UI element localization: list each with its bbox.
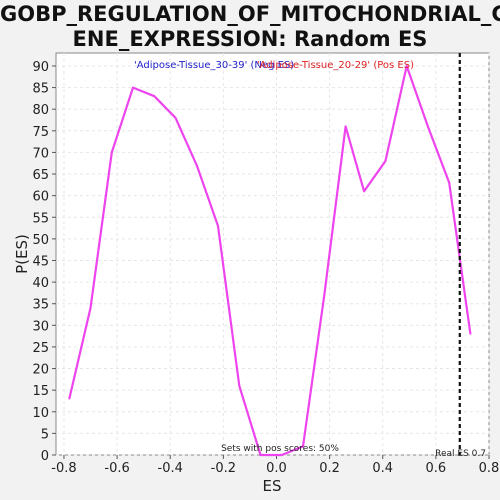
- series-layer: [68, 64, 472, 457]
- data-point: [448, 181, 450, 184]
- data-point: [259, 454, 262, 456]
- data-point: [238, 385, 241, 387]
- data-point: [469, 333, 472, 335]
- real-es-layer: 'Adipose-Tissue_30-39' (Neg ES)'Adipose-…: [134, 53, 461, 455]
- x-tick-label: 0.8: [479, 461, 500, 476]
- data-point: [110, 151, 113, 154]
- y-axis-label: P(ES): [13, 234, 31, 274]
- y-tick-label: 15: [32, 384, 49, 399]
- y-axis-ticks: 0 5 10 15 20 25 30 35 40 45 50 55 60 65 70 75 80 85 90: [32, 60, 56, 464]
- data-point: [427, 125, 429, 128]
- x-tick-label: -0.2: [211, 461, 236, 476]
- data-point: [302, 445, 304, 448]
- y-tick-label: 25: [32, 341, 49, 356]
- y-tick-label: 10: [32, 406, 49, 421]
- chart-title-line-1: GOBP_REGULATION_OF_MITOCHONDRIAL_G: [0, 2, 500, 26]
- y-tick-label: 40: [32, 276, 49, 291]
- legend-pos-es: 'Adipose-Tissue_20-29' (Pos ES): [257, 60, 414, 71]
- data-point: [405, 65, 408, 67]
- data-point: [384, 160, 387, 162]
- y-tick-label: 0: [41, 449, 49, 464]
- data-point: [68, 398, 71, 400]
- data-point: [323, 294, 326, 296]
- y-tick-label: 80: [32, 103, 49, 118]
- data-point: [344, 125, 347, 128]
- legend-neg-es: 'Adipose-Tissue_30-39' (Neg ES): [134, 60, 294, 71]
- data-point: [153, 95, 156, 98]
- x-axis-label: ES: [263, 477, 282, 495]
- data-point: [174, 117, 177, 119]
- y-tick-label: 65: [32, 168, 49, 183]
- y-tick-label: 20: [32, 363, 49, 378]
- x-tick-label: -0.4: [158, 461, 183, 476]
- y-tick-label: 85: [32, 82, 49, 97]
- y-tick-label: 70: [32, 146, 49, 161]
- data-point: [280, 454, 283, 456]
- y-tick-label: 50: [32, 233, 49, 248]
- x-tick-label: 0.0: [266, 461, 287, 476]
- x-tick-label: 0.2: [319, 461, 340, 476]
- y-tick-label: 5: [41, 427, 49, 442]
- sets-note: Sets with pos scores: 50%: [221, 444, 339, 454]
- chart-title: GOBP_REGULATION_OF_MITOCHONDRIAL_G ENE_E…: [0, 2, 500, 77]
- y-tick-label: 60: [32, 190, 49, 205]
- y-tick-label: 90: [32, 60, 49, 75]
- y-tick-label: 45: [32, 254, 49, 269]
- data-point: [132, 86, 134, 89]
- y-tick-label: 30: [32, 319, 49, 334]
- data-point: [363, 190, 365, 193]
- x-tick-label: 0.6: [426, 461, 447, 476]
- x-axis-ticks: -0.8 -0.6 -0.4 -0.2 0.0 0.2 0.4 0.6 0.8: [51, 455, 499, 476]
- x-tick-label: -0.6: [104, 461, 129, 476]
- data-point: [89, 307, 92, 309]
- y-tick-label: 35: [32, 298, 49, 313]
- es-density-line: [68, 64, 472, 457]
- real-es-label: Real ES 0.7: [435, 449, 486, 459]
- x-tick-label: -0.8: [51, 461, 76, 476]
- data-point: [195, 164, 198, 167]
- y-tick-label: 75: [32, 125, 49, 140]
- x-tick-label: 0.4: [372, 461, 393, 476]
- data-point: [217, 225, 219, 227]
- y-tick-label: 55: [32, 211, 49, 226]
